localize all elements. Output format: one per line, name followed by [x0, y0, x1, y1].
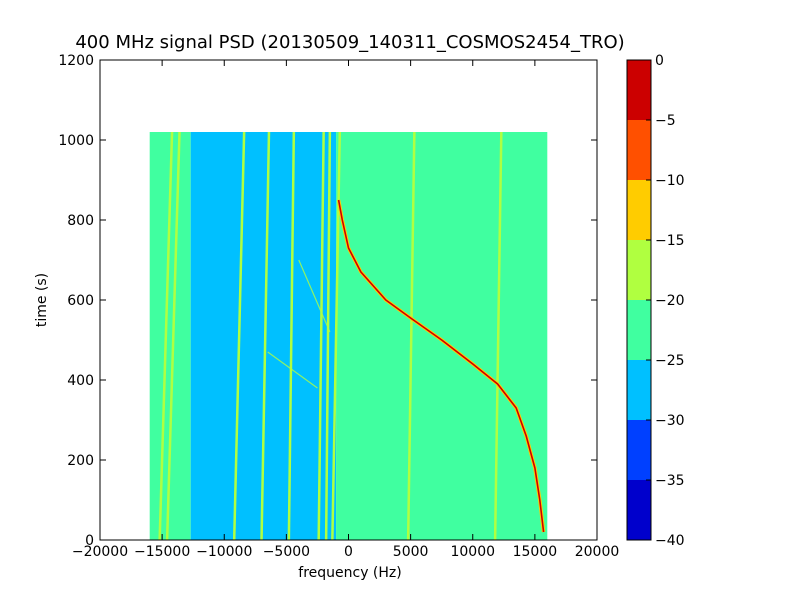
x-tick-label: −15000: [134, 544, 190, 560]
carrier-line-1: [165, 131, 181, 541]
psd-region-2: [336, 132, 548, 540]
y-axis-label: time (s): [34, 273, 50, 327]
colorbar-tick-label: −15: [655, 233, 685, 249]
doppler-track: [337, 199, 545, 533]
y-tick-label: 0: [85, 533, 94, 549]
carrier-line-2: [232, 131, 246, 541]
y-tick-label: 1200: [58, 53, 94, 69]
colorbar-segment-0: [627, 480, 651, 540]
colorbar-tick-label: 0: [655, 53, 664, 69]
carrier-line-5: [317, 131, 325, 541]
carrier-line-6: [324, 131, 332, 541]
x-tick-label: 15000: [513, 544, 558, 560]
carrier-line-8: [406, 131, 416, 541]
chart-title: 400 MHz signal PSD (20130509_140311_COSM…: [75, 32, 624, 53]
y-tick-label: 800: [67, 213, 94, 229]
colorbar-segment-7: [627, 60, 651, 120]
x-tick-label: −20000: [72, 544, 128, 560]
colorbar-segment-4: [627, 240, 651, 300]
x-tick-label: −5000: [263, 544, 310, 560]
colorbar-segment-3: [627, 300, 651, 360]
x-tick-label: −10000: [196, 544, 252, 560]
faint-track-1: [267, 351, 318, 389]
colorbar-tick-label: −10: [655, 173, 685, 189]
colorbar-segment-5: [627, 180, 651, 240]
colorbar-segment-1: [627, 420, 651, 480]
x-tick-label: 5000: [393, 544, 429, 560]
faint-track-0: [298, 259, 331, 333]
y-tick-label: 400: [67, 373, 94, 389]
colorbar-tick-label: −35: [655, 473, 685, 489]
colorbar-segment-2: [627, 360, 651, 420]
carrier-line-4: [287, 131, 296, 541]
colorbar-tick-label: −30: [655, 413, 685, 429]
carrier-line-0: [158, 131, 174, 541]
colorbar-tick-label: −40: [655, 533, 685, 549]
x-axis-label: frequency (Hz): [298, 565, 401, 581]
carrier-line-3: [260, 131, 271, 541]
colorbar-tick-label: −20: [655, 293, 685, 309]
y-tick-label: 200: [67, 453, 94, 469]
x-tick-label: 20000: [575, 544, 620, 560]
colorbar-tick-label: −5: [655, 113, 676, 129]
colorbar-segment-6: [627, 120, 651, 180]
y-tick-label: 600: [67, 293, 94, 309]
carrier-line-7: [331, 131, 342, 541]
colorbar-tick-label: −25: [655, 353, 685, 369]
y-tick-label: 1000: [58, 133, 94, 149]
x-tick-label: 0: [344, 544, 353, 560]
x-tick-label: 10000: [450, 544, 495, 560]
carrier-line-9: [493, 131, 503, 541]
